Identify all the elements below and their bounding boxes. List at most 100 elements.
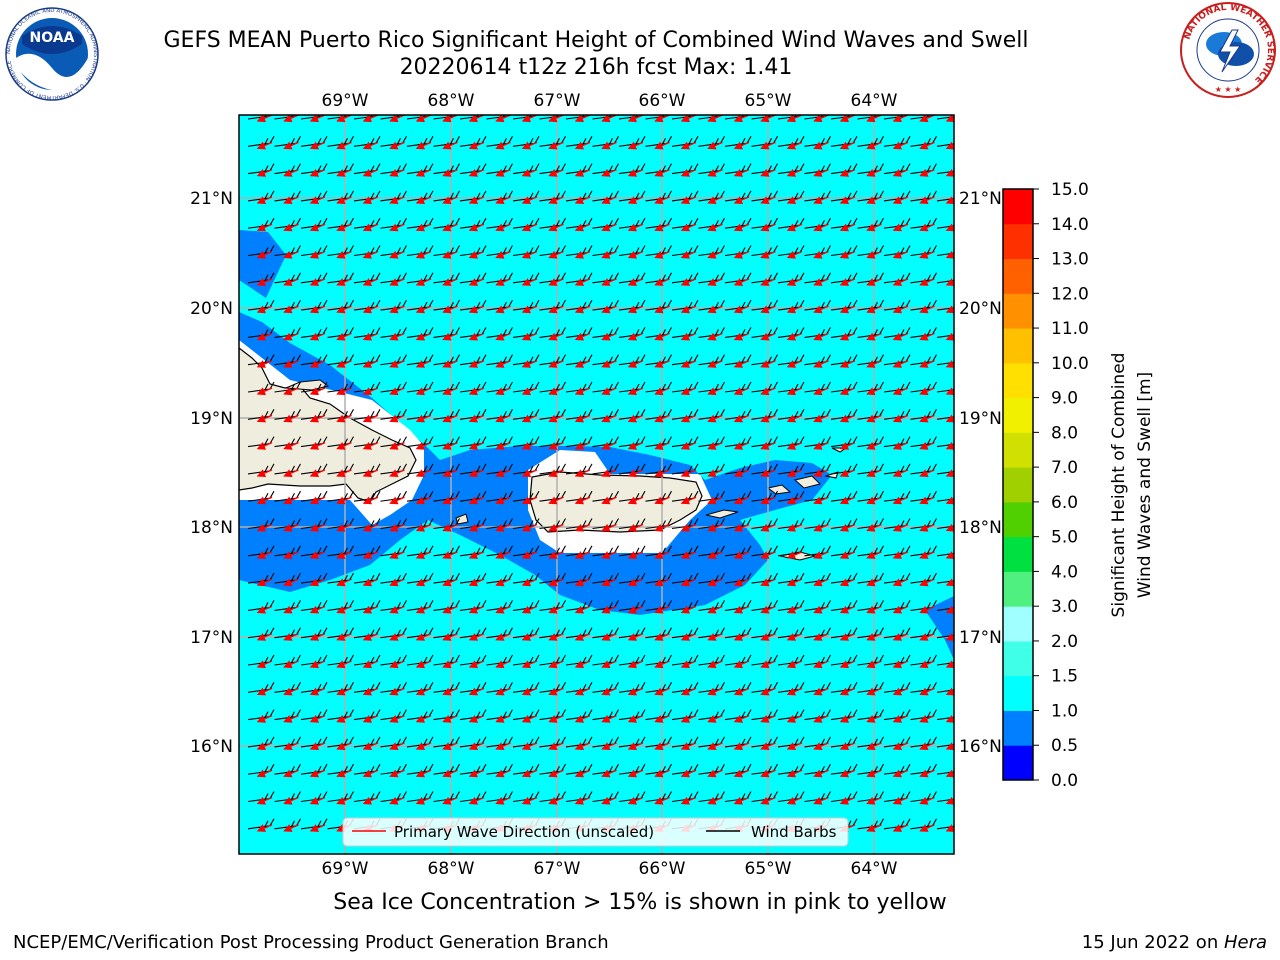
lon-label-top: 67°W <box>534 91 581 111</box>
wave-arrow <box>866 196 882 205</box>
wave-arrow <box>839 168 856 177</box>
wave-arrow <box>309 168 326 177</box>
land-vieques <box>705 509 739 519</box>
wave-arrow <box>389 115 405 123</box>
wave-arrow <box>389 168 405 177</box>
wave-arrow <box>336 168 352 177</box>
chart-subtitle: 20220614 t12z 216h fcst Max: 1.41 <box>399 55 793 80</box>
wave-arrow <box>866 115 882 123</box>
wave-arrow <box>866 141 882 150</box>
wave-arrow <box>601 196 617 205</box>
wave-arrow <box>521 223 538 232</box>
colorbar-tick-label: 13.0 <box>1051 250 1089 270</box>
longitude-labels-top: 69°W 68°W 67°W 66°W 65°W 64°W <box>322 91 898 111</box>
colorbar-tick-label: 1.5 <box>1051 667 1078 687</box>
lat-label-right: 16°N <box>959 737 1002 757</box>
wave-arrow <box>707 196 723 205</box>
wave-arrow <box>415 141 432 150</box>
wave-arrow <box>707 250 723 259</box>
wave-arrow <box>680 250 697 259</box>
credit-host: Hera <box>1223 932 1267 953</box>
wave-arrow <box>283 168 299 177</box>
colorbar-label-line2: Wind Waves and Swell [m] <box>1135 372 1155 598</box>
wave-band-west <box>239 312 832 615</box>
wave-arrow <box>309 250 326 259</box>
wave-arrow <box>601 141 617 150</box>
wave-arrow <box>680 223 697 232</box>
wave-arrow <box>892 168 909 177</box>
lon-label-bottom: 65°W <box>745 859 792 879</box>
wave-arrow <box>309 278 326 286</box>
wave-arrow <box>760 305 776 314</box>
lat-label-right: 21°N <box>959 189 1002 209</box>
wave-arrow <box>892 305 909 314</box>
wave-arrow <box>548 168 564 177</box>
colorbar-tick-label: 4.0 <box>1051 562 1078 582</box>
colorbar-tick-label: 1.0 <box>1051 701 1078 721</box>
wave-arrow <box>468 141 485 150</box>
wave-arrow <box>839 196 856 205</box>
wave-arrow <box>760 278 776 286</box>
colorbar-tick-label: 6.0 <box>1051 493 1078 513</box>
wave-arrow <box>601 305 617 314</box>
wave-arrow <box>945 115 954 123</box>
wave-arrow <box>733 196 750 205</box>
wave-arrow <box>495 278 511 286</box>
wave-arrow <box>362 168 379 177</box>
wave-arrow <box>574 168 591 177</box>
wave-arrow <box>283 196 299 205</box>
wave-arrow <box>866 250 882 259</box>
wave-arrow <box>415 223 432 232</box>
lat-label-left: 17°N <box>190 628 233 648</box>
wave-arrow <box>892 278 909 286</box>
wave-arrow <box>707 278 723 286</box>
wave-arrow <box>574 305 591 314</box>
wave-arrow <box>654 278 670 286</box>
wave-arrow <box>919 250 935 259</box>
wave-arrow <box>627 168 644 177</box>
wave-arrow <box>362 305 379 314</box>
wave-arrow <box>283 305 299 314</box>
wave-arrow <box>468 223 485 232</box>
wave-arrow <box>495 223 511 232</box>
colorbar-tick-label: 10.0 <box>1051 354 1089 374</box>
lon-label-bottom: 69°W <box>322 859 369 879</box>
wave-arrow <box>574 278 591 286</box>
wave-arrow <box>733 305 750 314</box>
lat-label-left: 20°N <box>190 299 233 319</box>
lon-label-bottom: 66°W <box>639 859 686 879</box>
wave-arrow <box>442 168 458 177</box>
noaa-text: NOAA <box>30 30 75 46</box>
wave-arrow <box>786 115 803 123</box>
wave-arrow <box>336 250 352 259</box>
lon-label-bottom: 67°W <box>534 859 581 879</box>
wave-arrow <box>309 305 326 314</box>
wave-arrow <box>760 250 776 259</box>
sea-ice-note: Sea Ice Concentration > 15% is shown in … <box>333 890 947 915</box>
wave-arrow <box>468 115 485 123</box>
wave-arrow <box>574 223 591 232</box>
wave-arrow <box>839 278 856 286</box>
wave-arrow <box>256 332 273 341</box>
wave-arrow <box>336 196 352 205</box>
wave-arrow <box>839 305 856 314</box>
wave-arrow <box>574 196 591 205</box>
wave-arrow <box>919 305 935 314</box>
lat-label-left: 21°N <box>190 189 233 209</box>
lat-label-left: 16°N <box>190 737 233 757</box>
wave-arrow <box>309 196 326 205</box>
wave-arrow <box>892 196 909 205</box>
wave-arrow <box>760 223 776 232</box>
wave-arrow <box>283 250 299 259</box>
wave-arrow <box>813 115 829 123</box>
wave-arrow <box>813 278 829 286</box>
wave-arrow <box>945 141 954 150</box>
wave-arrow <box>574 250 591 259</box>
wave-arrow <box>548 223 564 232</box>
wave-arrow <box>892 115 909 123</box>
wave-arrow <box>945 223 954 232</box>
wave-arrow <box>521 141 538 150</box>
land-puerto-rico <box>529 471 703 533</box>
colorbar-tick-label: 5.0 <box>1051 528 1078 548</box>
wave-arrow <box>945 305 954 314</box>
